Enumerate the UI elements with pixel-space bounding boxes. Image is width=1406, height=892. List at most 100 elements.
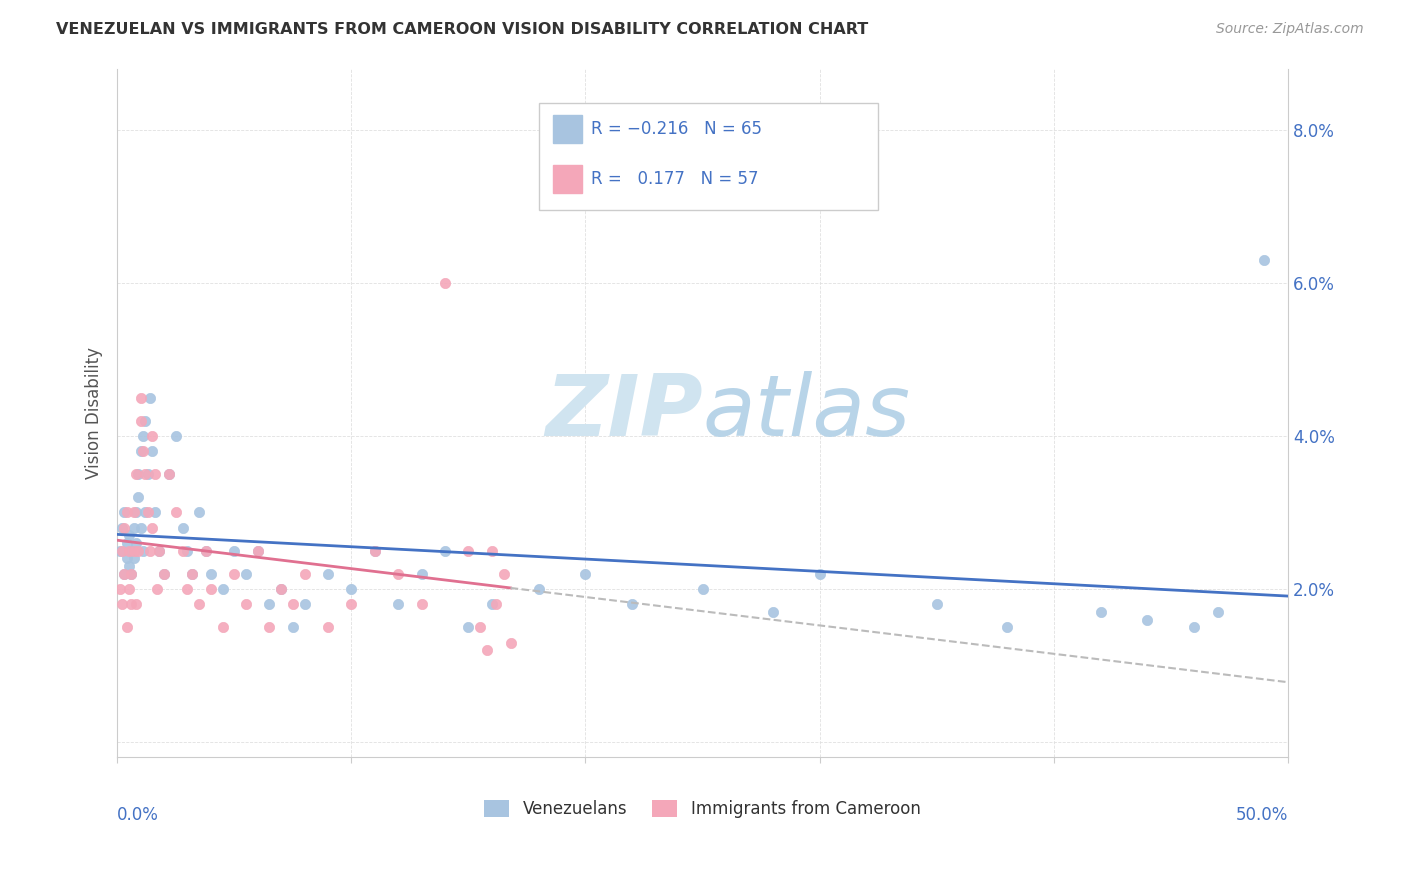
Point — [433, 276, 456, 290]
Point — [1090, 605, 1112, 619]
Point — [457, 620, 479, 634]
Point — [188, 506, 211, 520]
Point — [111, 597, 134, 611]
Point — [165, 429, 187, 443]
Point — [995, 620, 1018, 634]
Point — [316, 566, 339, 581]
Point — [127, 467, 149, 482]
Point — [475, 643, 498, 657]
Point — [120, 566, 142, 581]
Point — [136, 506, 159, 520]
Point — [115, 506, 138, 520]
Point — [1206, 605, 1229, 619]
Point — [527, 582, 550, 596]
Point — [115, 551, 138, 566]
Point — [115, 536, 138, 550]
Text: 50.0%: 50.0% — [1236, 805, 1288, 823]
Point — [122, 551, 145, 566]
Point — [108, 582, 131, 596]
Point — [340, 597, 363, 611]
Point — [111, 521, 134, 535]
Point — [246, 543, 269, 558]
Point — [235, 566, 257, 581]
Point — [134, 467, 156, 482]
Point — [294, 566, 316, 581]
Point — [481, 543, 503, 558]
Text: R = −0.216   N = 65: R = −0.216 N = 65 — [592, 120, 762, 138]
Point — [148, 543, 170, 558]
Point — [129, 444, 152, 458]
Text: VENEZUELAN VS IMMIGRANTS FROM CAMEROON VISION DISABILITY CORRELATION CHART: VENEZUELAN VS IMMIGRANTS FROM CAMEROON V… — [56, 22, 869, 37]
Text: R =   0.177   N = 57: R = 0.177 N = 57 — [592, 169, 759, 187]
Point — [129, 414, 152, 428]
Point — [129, 521, 152, 535]
Point — [457, 543, 479, 558]
Point — [925, 597, 948, 611]
Bar — [553, 165, 582, 193]
Point — [141, 444, 163, 458]
Point — [692, 582, 714, 596]
Point — [112, 566, 135, 581]
Bar — [538, 103, 879, 210]
Point — [165, 506, 187, 520]
Point — [132, 429, 155, 443]
Point — [153, 566, 176, 581]
Point — [157, 467, 180, 482]
Point — [411, 566, 433, 581]
Point — [1136, 613, 1159, 627]
Point — [316, 620, 339, 634]
Point — [122, 543, 145, 558]
Point — [224, 566, 246, 581]
Point — [146, 582, 169, 596]
Point — [153, 566, 176, 581]
Point — [132, 543, 155, 558]
Point — [148, 543, 170, 558]
Point — [134, 506, 156, 520]
Point — [136, 467, 159, 482]
Point — [127, 490, 149, 504]
Text: 0.0%: 0.0% — [117, 805, 159, 823]
Point — [141, 521, 163, 535]
Point — [574, 566, 596, 581]
Point — [112, 521, 135, 535]
Point — [259, 620, 281, 634]
Text: ZIP: ZIP — [546, 371, 703, 454]
Bar — [553, 115, 582, 143]
Point — [172, 521, 194, 535]
Point — [125, 506, 148, 520]
Point — [139, 391, 162, 405]
Point — [115, 620, 138, 634]
Point — [485, 597, 508, 611]
Point — [111, 543, 134, 558]
Point — [143, 506, 166, 520]
Point — [294, 597, 316, 611]
Point — [112, 566, 135, 581]
Point — [120, 543, 142, 558]
Point — [387, 566, 409, 581]
Point — [143, 467, 166, 482]
Point — [118, 543, 141, 558]
Point — [129, 391, 152, 405]
Legend: Venezuelans, Immigrants from Cameroon: Venezuelans, Immigrants from Cameroon — [485, 800, 921, 818]
Point — [387, 597, 409, 611]
Point — [411, 597, 433, 611]
Point — [364, 543, 387, 558]
Point — [235, 597, 257, 611]
Point — [176, 543, 198, 558]
Point — [808, 566, 831, 581]
Point — [281, 597, 304, 611]
Point — [433, 543, 456, 558]
Point — [122, 506, 145, 520]
Point — [195, 543, 218, 558]
Text: Source: ZipAtlas.com: Source: ZipAtlas.com — [1216, 22, 1364, 37]
Point — [125, 597, 148, 611]
Y-axis label: Vision Disability: Vision Disability — [86, 347, 103, 479]
Point — [270, 582, 292, 596]
Point — [118, 582, 141, 596]
Point — [340, 582, 363, 596]
Point — [108, 543, 131, 558]
Point — [141, 429, 163, 443]
Point — [200, 582, 222, 596]
Point — [270, 582, 292, 596]
Point — [134, 414, 156, 428]
